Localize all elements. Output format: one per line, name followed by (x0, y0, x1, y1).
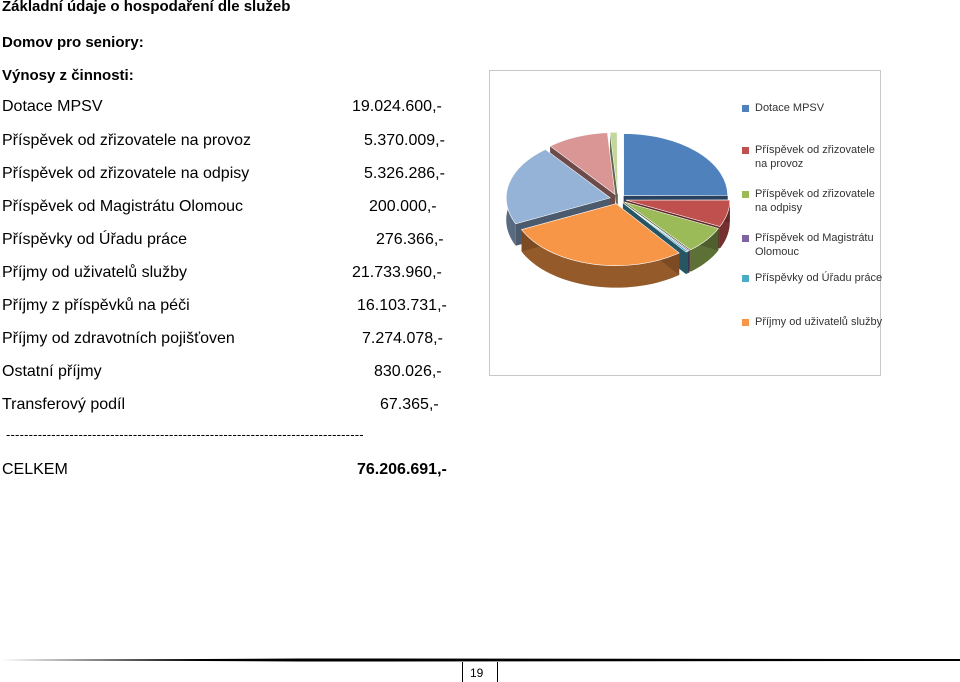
legend-swatch (742, 191, 749, 198)
page-heading: Základní údaje o hospodaření dle služeb (2, 0, 291, 15)
legend-swatch (742, 105, 749, 112)
row-label: Příspěvek od zřizovatele na odpisy (2, 165, 250, 182)
row-value: 67.365,- (380, 396, 439, 413)
legend-swatch (742, 319, 749, 326)
footer-rule (0, 658, 960, 662)
row-label: Příspěvky od Úřadu práce (2, 231, 187, 248)
table-row: Dotace MPSV 19.024.600,- (2, 98, 462, 118)
row-value: 200.000,- (369, 198, 437, 215)
row-label: Příspěvek od Magistrátu Olomouc (2, 198, 243, 215)
row-label: Dotace MPSV (2, 98, 103, 115)
table-row: Příspěvek od zřizovatele na odpisy 5.326… (2, 165, 462, 185)
row-label: Příjmy od uživatelů služby (2, 264, 187, 281)
row-value: 5.326.286,- (364, 165, 445, 182)
legend-label: Příspěvek od zřizovatele na odpisy (755, 188, 875, 214)
table-row: Příjmy od zdravotních pojišťoven 7.274.0… (2, 330, 462, 350)
row-label: Příspěvek od zřizovatele na provoz (2, 132, 252, 149)
legend-label: Příspěvek od Magistrátu Olomouc (755, 232, 874, 258)
table-row: Příjmy od uživatelů služby 21.733.960,- (2, 264, 462, 284)
legend-label: Příspěvky od Úřadu práce (755, 272, 883, 284)
page-number: 19 (470, 666, 484, 680)
table-row: Příjmy z příspěvků na péči 16.103.731,- (2, 297, 462, 317)
page-number-box (462, 662, 498, 682)
total-label: CELKEM (2, 461, 68, 478)
legend-swatch (742, 235, 749, 242)
table-row: Příspěvek od Magistrátu Olomouc 200.000,… (2, 198, 462, 218)
row-value: 830.026,- (374, 363, 442, 380)
separator-line: ----------------------------------------… (6, 427, 364, 442)
row-label: Příjmy z příspěvků na péči (2, 297, 190, 314)
legend-label: Příspěvek od zřizovatele na provoz (755, 144, 875, 170)
row-value: 19.024.600,- (352, 98, 442, 115)
section-title: Výnosy z činnosti: (2, 67, 134, 84)
table-row: Příspěvky od Úřadu práce 276.366,- (2, 231, 462, 251)
row-value: 5.370.009,- (364, 132, 445, 149)
facility-name: Domov pro seniory: (2, 34, 144, 51)
legend-swatch (742, 275, 749, 282)
row-value: 21.733.960,- (352, 264, 442, 281)
pie-slice (521, 203, 680, 288)
row-label: Transferový podíl (2, 396, 126, 413)
row-value: 7.274.078,- (362, 330, 443, 347)
legend-label: Příjmy od uživatelů služby (755, 316, 883, 328)
pie-chart: Dotace MPSV Příspěvek od zřizovatele na p… (489, 70, 882, 376)
total-value: 76.206.691,- (357, 461, 447, 478)
row-value: 16.103.731,- (357, 297, 447, 314)
table-row: Ostatní příjmy 830.026,- (2, 363, 462, 383)
table-row: Příspěvek od zřizovatele na provoz 5.370… (2, 132, 462, 152)
pie-chart-plot (505, 131, 731, 288)
table-row: Transferový podíl 67.365,- (2, 396, 462, 416)
legend-label: Dotace MPSV (755, 102, 825, 114)
row-label: Ostatní příjmy (2, 363, 102, 380)
pie-slice (609, 131, 618, 217)
row-value: 276.366,- (376, 231, 444, 248)
legend-swatch (742, 147, 749, 154)
row-label: Příjmy od zdravotních pojišťoven (2, 330, 235, 347)
